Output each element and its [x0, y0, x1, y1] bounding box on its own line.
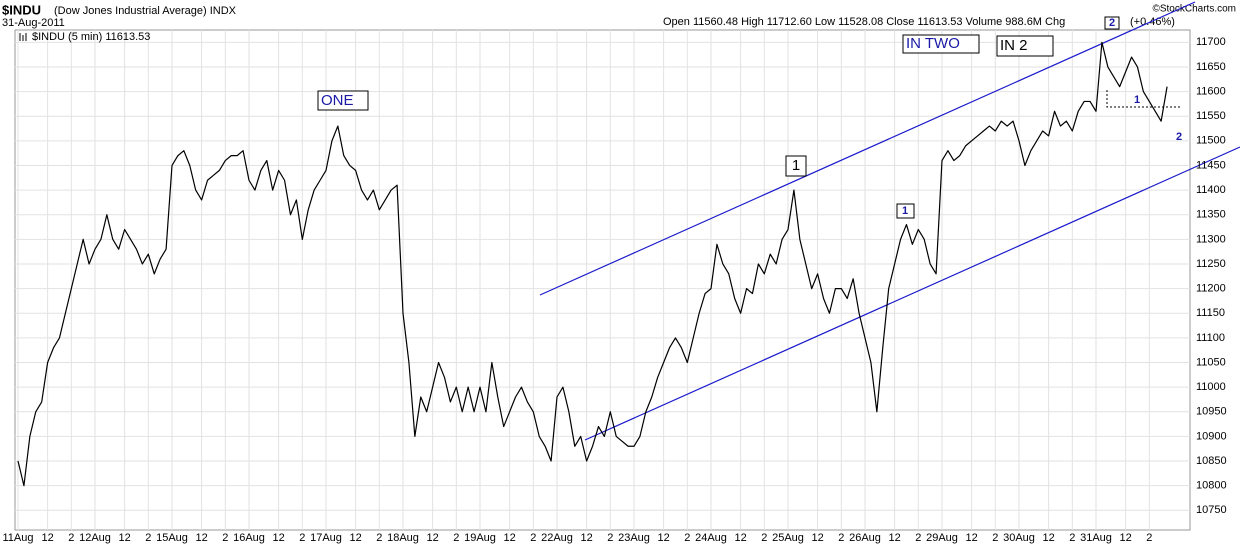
- x-tick-label: 11Aug: [3, 532, 34, 544]
- y-tick-label: 11700: [1196, 36, 1226, 48]
- y-tick-label: 11500: [1196, 135, 1226, 147]
- annotation: ONE: [321, 92, 354, 109]
- chart-subtitle: (Dow Jones Industrial Average) INDX: [54, 5, 237, 17]
- x-tick-label: 29Aug: [926, 532, 958, 544]
- y-tick-label: 11000: [1196, 381, 1226, 393]
- credit: ©StockCharts.com: [1152, 4, 1236, 15]
- x-tick-label: 12: [657, 532, 669, 544]
- y-tick-label: 11350: [1196, 209, 1226, 221]
- x-tick-label: 12: [1042, 532, 1054, 544]
- y-tick-label: 10900: [1196, 430, 1227, 442]
- trend-line: [539, 1, 1196, 296]
- x-tick-label: 2: [1069, 532, 1075, 544]
- annotation-box: [785, 155, 807, 177]
- change: (+0.46%): [1130, 16, 1175, 28]
- annotation-box: [996, 35, 1054, 57]
- x-tick-label: 19Aug: [464, 532, 496, 544]
- y-tick-label: 11200: [1196, 283, 1226, 295]
- x-tick-label: 12: [503, 532, 515, 544]
- x-tick-label: 16Aug: [233, 532, 265, 544]
- y-tick-label: 10800: [1196, 480, 1227, 492]
- annotation: 2: [1176, 131, 1182, 143]
- quote: Open 11560.48 High 11712.60 Low 11528.08…: [663, 16, 1065, 28]
- x-tick-label: 2: [299, 532, 305, 544]
- x-tick-label: 2: [376, 532, 382, 544]
- x-tick-label: 2: [530, 532, 536, 544]
- annotation: 1: [1134, 94, 1140, 106]
- x-tick-label: 2: [684, 532, 690, 544]
- x-tick-label: 12Aug: [79, 532, 111, 544]
- x-tick-label: 2: [222, 532, 228, 544]
- x-tick-label: 2: [68, 532, 74, 544]
- x-tick-label: 2: [1146, 532, 1152, 544]
- annotation-box: [1104, 16, 1120, 30]
- x-tick-label: 2: [607, 532, 613, 544]
- annotation-box: [896, 203, 915, 219]
- y-tick-label: 10850: [1196, 455, 1227, 467]
- x-tick-label: 12: [349, 532, 361, 544]
- x-tick-label: 23Aug: [618, 532, 650, 544]
- annotation: 1: [792, 157, 800, 174]
- x-tick-label: 31Aug: [1080, 532, 1112, 544]
- x-tick-label: 12: [734, 532, 746, 544]
- legend-icon: [19, 33, 27, 41]
- x-tick-label: 12: [1119, 532, 1131, 544]
- price-line: [17, 41, 1168, 487]
- x-tick-label: 2: [992, 532, 998, 544]
- x-tick-label: 18Aug: [387, 532, 419, 544]
- annotation-box: [317, 90, 369, 111]
- annotation-box: [902, 34, 980, 54]
- y-tick-label: 11550: [1196, 110, 1226, 122]
- annotation: IN TWO: [906, 35, 960, 52]
- annotation: 1: [902, 205, 908, 217]
- y-tick-label: 10750: [1196, 504, 1227, 516]
- annotation: 2: [1109, 17, 1115, 29]
- x-tick-label: 12: [811, 532, 823, 544]
- y-tick-label: 11150: [1196, 307, 1225, 319]
- y-tick-label: 10950: [1196, 406, 1227, 418]
- x-tick-label: 25Aug: [772, 532, 804, 544]
- y-tick-label: 11100: [1196, 332, 1225, 344]
- x-tick-label: 12: [426, 532, 438, 544]
- annotation: IN 2: [1000, 37, 1028, 54]
- x-tick-label: 12: [272, 532, 284, 544]
- x-tick-label: 12: [41, 532, 53, 544]
- x-tick-label: 12: [580, 532, 592, 544]
- x-tick-label: 30Aug: [1003, 532, 1035, 544]
- chart-title: $INDU: [2, 2, 41, 17]
- x-tick-label: 26Aug: [849, 532, 881, 544]
- line-layer: [17, 41, 1168, 487]
- y-tick-label: 11300: [1196, 233, 1226, 245]
- plot-frame: [14, 29, 1191, 531]
- x-tick-label: 24Aug: [695, 532, 727, 544]
- x-tick-label: 17Aug: [310, 532, 342, 544]
- y-tick-label: 11050: [1196, 356, 1226, 368]
- x-tick-label: 2: [915, 532, 921, 544]
- x-tick-label: 2: [761, 532, 767, 544]
- x-tick-label: 12: [965, 532, 977, 544]
- y-tick-label: 11600: [1196, 85, 1226, 97]
- x-tick-label: 2: [145, 532, 151, 544]
- y-tick-label: 11450: [1196, 159, 1226, 171]
- legend-entry: $INDU (5 min) 11613.53: [32, 31, 150, 43]
- x-tick-label: 12: [195, 532, 207, 544]
- y-tick-label: 11250: [1196, 258, 1226, 270]
- date: 31-Aug-2011: [2, 17, 65, 29]
- x-tick-label: 22Aug: [541, 532, 573, 544]
- x-tick-label: 12: [888, 532, 900, 544]
- x-tick-label: 12: [118, 532, 130, 544]
- x-tick-label: 2: [453, 532, 459, 544]
- x-tick-label: 15Aug: [156, 532, 188, 544]
- trend-line: [584, 146, 1240, 441]
- y-tick-label: 11400: [1196, 184, 1226, 196]
- x-tick-label: 2: [838, 532, 844, 544]
- grid: [15, 30, 1190, 530]
- dashed-line: [1106, 90, 1180, 108]
- y-tick-label: 11650: [1196, 61, 1226, 73]
